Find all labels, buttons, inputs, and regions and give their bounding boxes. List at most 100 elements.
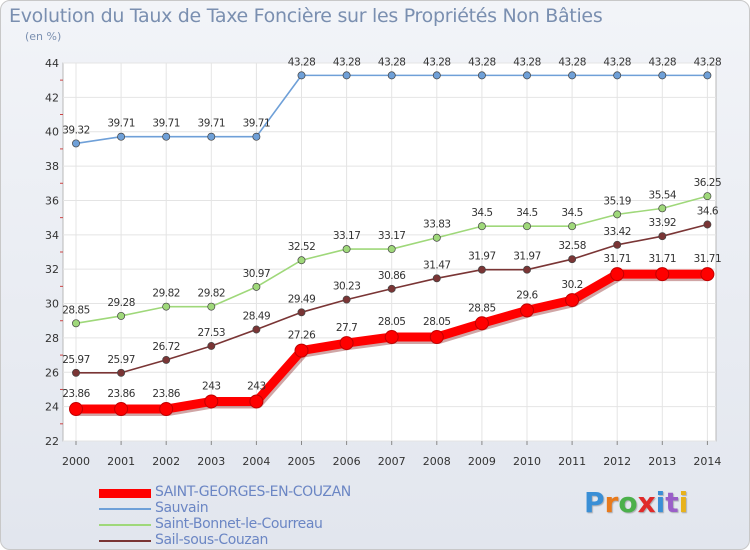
data-point <box>387 71 396 80</box>
data-label: 30.97 <box>243 268 271 280</box>
data-point <box>477 71 486 80</box>
data-point <box>474 316 489 331</box>
data-point <box>703 220 712 229</box>
chart-subtitle: (en %) <box>25 30 62 43</box>
data-label: 28.05 <box>378 316 406 328</box>
data-label: 25.97 <box>62 354 90 366</box>
data-label: 43.28 <box>468 56 496 68</box>
data-point <box>613 210 622 219</box>
data-label: 39.71 <box>152 118 180 130</box>
data-point <box>613 71 622 80</box>
x-tick-label: 2004 <box>242 455 270 468</box>
data-point <box>658 232 667 241</box>
data-label: 25.97 <box>107 354 135 366</box>
data-label: 35.19 <box>603 195 631 207</box>
x-tick-label: 2006 <box>333 455 361 468</box>
legend-swatch <box>99 540 151 542</box>
data-label: 33.83 <box>423 219 451 231</box>
data-point <box>162 132 171 141</box>
data-point <box>703 71 712 80</box>
legend-swatch <box>99 489 151 498</box>
data-point <box>69 402 83 417</box>
data-label: 31.71 <box>649 253 677 265</box>
x-tick-label: 2013 <box>648 455 676 468</box>
data-label: 43.28 <box>333 56 361 68</box>
data-point <box>565 293 580 308</box>
data-label: 43.28 <box>694 56 722 68</box>
data-point <box>568 222 577 231</box>
data-label: 27.7 <box>336 322 357 334</box>
data-point <box>72 139 80 148</box>
data-label: 28.85 <box>468 302 496 314</box>
y-tick-label: 42 <box>45 91 59 104</box>
data-point <box>72 368 80 377</box>
legend-swatch <box>99 524 151 526</box>
legend-label: SAINT-GEORGES-EN-COUZAN <box>155 484 351 500</box>
x-tick-label: 2009 <box>468 455 496 468</box>
data-label: 28.85 <box>62 304 90 316</box>
data-label: 43.28 <box>378 56 406 68</box>
data-label: 33.42 <box>603 226 631 238</box>
data-point <box>384 330 399 345</box>
legend-label: Sail-sous-Couzan <box>155 532 268 548</box>
data-point <box>297 71 306 80</box>
data-point <box>658 71 667 80</box>
data-point <box>703 192 712 201</box>
y-tick-label: 40 <box>45 126 59 139</box>
data-label: 23.86 <box>107 388 135 400</box>
x-tick-label: 2002 <box>152 455 180 468</box>
data-point <box>568 71 577 80</box>
data-label: 39.32 <box>62 124 90 136</box>
data-point <box>477 265 486 274</box>
data-label: 23.86 <box>62 388 90 400</box>
data-point <box>613 240 622 249</box>
data-point <box>162 355 171 364</box>
data-point <box>297 308 306 317</box>
y-tick-label: 32 <box>45 263 59 276</box>
data-point <box>252 282 261 291</box>
data-point <box>610 267 625 282</box>
data-label: 34.5 <box>516 207 537 219</box>
data-label: 27.26 <box>288 330 316 342</box>
data-point <box>523 222 531 231</box>
data-point <box>342 295 351 304</box>
data-label: 32.58 <box>558 240 586 252</box>
data-label: 30.86 <box>378 270 406 282</box>
data-label: 43.28 <box>649 56 677 68</box>
data-point <box>477 222 486 231</box>
data-point <box>159 402 174 417</box>
data-point <box>249 394 264 409</box>
line-chart: 22 24 26 28 30 32 34 36 38 40 42 44 2000 2001 2002 2003… <box>45 56 722 468</box>
data-point <box>339 336 354 351</box>
x-tick-label: 2008 <box>423 455 451 468</box>
y-tick-label: 38 <box>45 160 59 173</box>
data-point <box>207 302 216 311</box>
data-label: 31.47 <box>423 259 451 271</box>
y-tick-label: 36 <box>45 194 59 207</box>
data-label: 29.28 <box>107 297 135 309</box>
data-label: 31.97 <box>468 251 496 263</box>
data-point <box>523 265 531 274</box>
y-tick-label: 22 <box>45 435 59 448</box>
data-point <box>207 132 216 141</box>
x-tick-label: 2001 <box>107 455 135 468</box>
x-tick-label: 2012 <box>603 455 631 468</box>
data-label: 28.05 <box>423 316 451 328</box>
proxiti-logo: Proxiti <box>584 486 689 519</box>
data-label: 23.86 <box>152 388 180 400</box>
data-point <box>162 302 171 311</box>
data-label: 39.71 <box>107 118 135 130</box>
data-point <box>117 311 126 320</box>
data-label: 31.71 <box>603 253 631 265</box>
data-label: 30.2 <box>561 279 582 291</box>
data-point <box>387 284 396 293</box>
data-point <box>114 402 129 417</box>
x-tick-label: 2007 <box>378 455 406 468</box>
data-label: 36.25 <box>694 177 722 189</box>
data-point <box>252 325 261 334</box>
x-tick-label: 2005 <box>288 455 316 468</box>
data-point <box>204 394 219 409</box>
data-label: 43.28 <box>288 56 316 68</box>
x-tick-label: 2011 <box>558 455 586 468</box>
